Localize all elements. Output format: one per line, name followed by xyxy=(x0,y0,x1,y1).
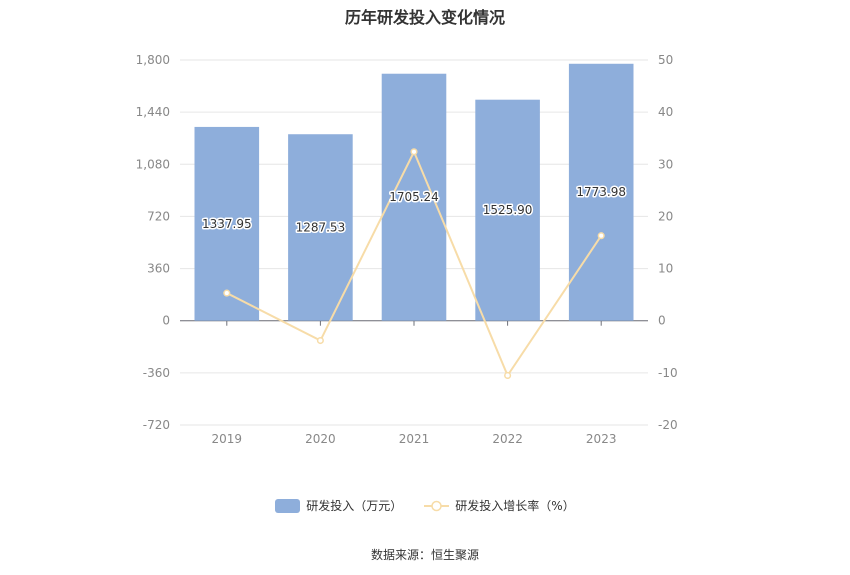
x-tick-label: 2019 xyxy=(212,432,243,446)
y-left-tick-label: 720 xyxy=(147,209,170,223)
x-tick-label: 2021 xyxy=(399,432,430,446)
x-tick-label: 2023 xyxy=(586,432,617,446)
growth-point xyxy=(316,336,324,345)
y-right-tick-label: -20 xyxy=(658,418,678,432)
bar-value-label: 1337.95 xyxy=(202,217,252,231)
y-left-tick-label: 1,080 xyxy=(136,157,170,171)
legend: 研发投入（万元） 研发投入增长率（%） xyxy=(0,497,850,514)
growth-point xyxy=(410,148,418,156)
bar-value-label: 1705.24 xyxy=(389,190,439,204)
y-right-tick-label: 40 xyxy=(658,105,673,119)
bar xyxy=(288,134,353,321)
legend-item-line[interactable]: 研发投入增长率（%） xyxy=(424,497,575,514)
bar xyxy=(475,99,540,321)
y-left-tick-label: -720 xyxy=(143,418,170,432)
x-tick-label: 2020 xyxy=(305,432,336,446)
y-right-tick-label: 30 xyxy=(658,157,673,171)
x-tick-label: 2022 xyxy=(492,432,523,446)
y-right-tick-label: -10 xyxy=(658,366,678,380)
source-note: 数据来源：恒生聚源 xyxy=(370,548,479,562)
bar-value-label: 1287.53 xyxy=(296,220,346,234)
legend-bar-swatch xyxy=(275,498,301,513)
y-left-tick-label: 1,800 xyxy=(136,53,170,67)
chart-title: 历年研发投入变化情况 xyxy=(344,8,505,27)
growth-point xyxy=(223,289,231,297)
growth-point xyxy=(597,232,605,240)
bar-value-label: 1773.98 xyxy=(576,185,626,199)
legend-item-bar[interactable]: 研发投入（万元） xyxy=(275,497,402,514)
legend-bar-label: 研发投入（万元） xyxy=(306,499,403,513)
y-left-tick-label: 1,440 xyxy=(136,105,170,119)
legend-line-label: 研发投入增长率（%） xyxy=(455,499,575,513)
bar xyxy=(194,126,260,321)
y-left-tick-label: 0 xyxy=(162,314,170,328)
bar-value-label: 1525.90 xyxy=(483,203,533,217)
bar xyxy=(568,63,634,321)
y-right-tick-label: 0 xyxy=(658,314,666,328)
y-right-tick-label: 10 xyxy=(658,262,673,276)
growth-point xyxy=(504,371,512,380)
legend-line-swatch xyxy=(424,500,450,511)
y-left-tick-label: -360 xyxy=(143,366,170,380)
y-right-tick-label: 20 xyxy=(658,209,673,223)
y-left-tick-label: 360 xyxy=(147,262,170,276)
y-right-tick-label: 50 xyxy=(658,53,673,67)
